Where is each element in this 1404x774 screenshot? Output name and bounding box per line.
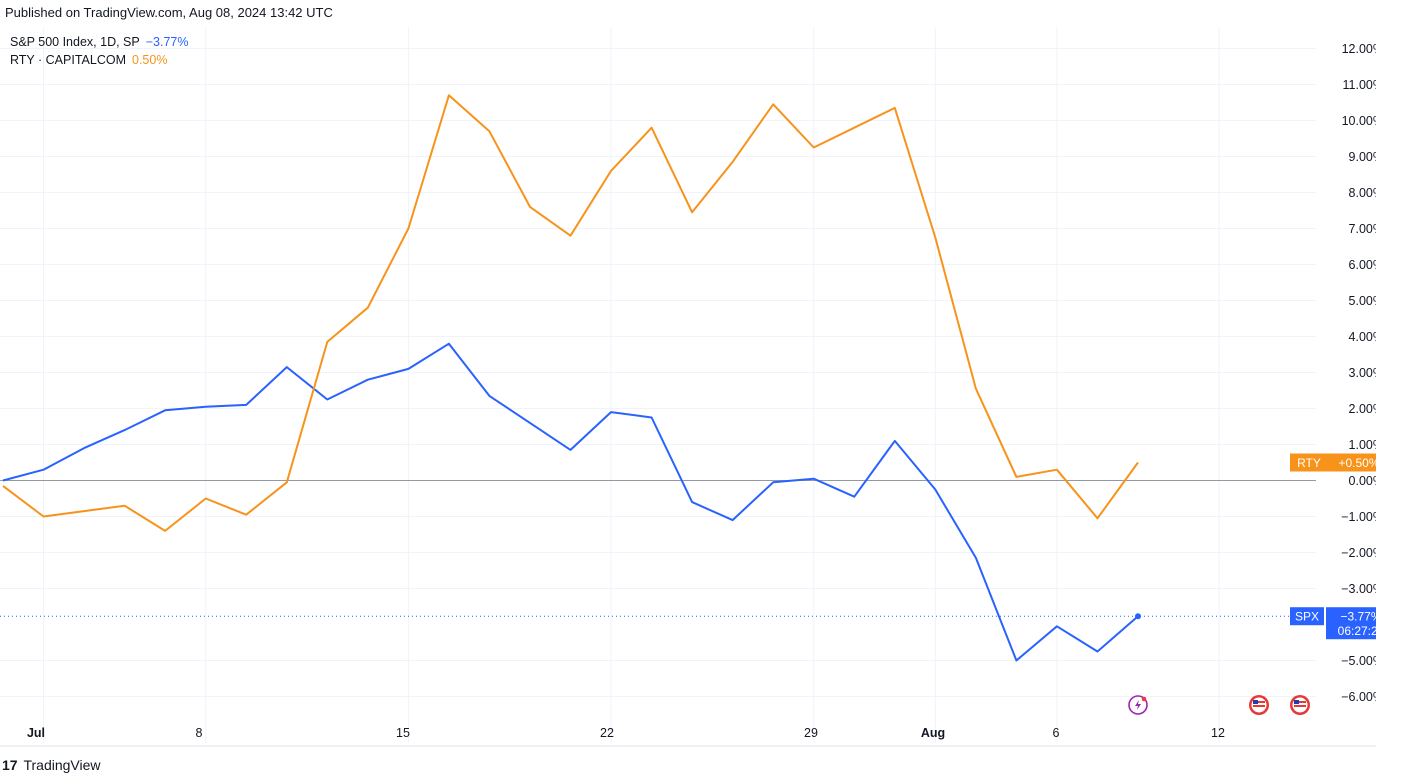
x-tick-label: 29 (804, 726, 818, 740)
x-tick-label: 6 (1053, 726, 1060, 740)
y-tick-label: 6.00% (1349, 258, 1376, 272)
y-tick-label: 3.00% (1349, 366, 1376, 380)
y-tick-label: −6.00% (1341, 690, 1376, 704)
price-badges: RTY +0.50% SPX −3.77%06:27:27 (1290, 453, 1376, 640)
legend-rty-value: 0.50% (132, 53, 168, 67)
spx-series (0, 342, 1316, 662)
y-tick-label: 7.00% (1349, 222, 1376, 236)
tradingview-footer[interactable]: 17 TradingView (2, 756, 101, 773)
spx-line (2, 342, 1139, 662)
rty-series (2, 94, 1139, 532)
chart-legend[interactable]: S&P 500 Index, 1D, SP −3.77% RTY · CAPITA… (10, 33, 188, 69)
spx-countdown-text: 06:27:27 (1338, 624, 1376, 638)
x-tick-label: 22 (600, 726, 614, 740)
legend-spx-value: −3.77% (145, 35, 189, 49)
y-tick-label: 0.00% (1349, 474, 1376, 488)
spx-value-badge (1326, 607, 1376, 640)
us-flag-icon[interactable] (1249, 695, 1269, 715)
x-tick-label: 12 (1211, 726, 1225, 740)
x-tick-label: Aug (921, 726, 945, 740)
chart-area[interactable]: 12.00% 11.00% 10.00% 9.00% 8.00% 7.00% 6.00% 5.… (0, 27, 1376, 747)
published-note: Published on TradingView.com, Aug 08, 20… (5, 5, 333, 20)
lightning-icon[interactable] (1128, 695, 1148, 715)
y-tick-label: 8.00% (1349, 186, 1376, 200)
legend-rty-label: RTY · CAPITALCOM (10, 53, 126, 67)
rty-value-badge (1330, 453, 1376, 472)
event-icons[interactable] (1128, 695, 1310, 715)
x-tick-label: 15 (396, 726, 410, 740)
rty-ticker-text: RTY (1297, 456, 1321, 470)
y-tick-label: 10.00% (1342, 114, 1376, 128)
y-tick-label: 9.00% (1349, 150, 1376, 164)
spx-value-text: −3.77% (1340, 610, 1376, 624)
legend-spx[interactable]: S&P 500 Index, 1D, SP −3.77% (10, 33, 188, 51)
y-tick-label: −2.00% (1341, 546, 1376, 560)
y-tick-label: 5.00% (1349, 294, 1376, 308)
y-tick-label: 4.00% (1349, 330, 1376, 344)
y-tick-label: 2.00% (1349, 402, 1376, 416)
rty-ticker-badge (1290, 453, 1330, 472)
y-axis[interactable]: 12.00% 11.00% 10.00% 9.00% 8.00% 7.00% 6.00% 5.… (1341, 42, 1376, 704)
y-tick-label: −3.00% (1341, 582, 1376, 596)
y-tick-label: 11.00% (1343, 78, 1376, 92)
x-tick-label: Jul (27, 726, 45, 740)
spx-ticker-text: SPX (1295, 610, 1319, 624)
legend-spx-label: S&P 500 Index, 1D, SP (10, 35, 140, 49)
y-tick-label: 1.00% (1349, 438, 1376, 452)
rty-value-text: +0.50% (1338, 456, 1376, 470)
rty-line (2, 94, 1139, 532)
x-axis[interactable]: Jul 8 15 22 29 Aug 6 12 (27, 726, 1225, 740)
us-flag-icon[interactable] (1290, 695, 1310, 715)
x-tick-label: 8 (196, 726, 203, 740)
y-tick-label: 12.00% (1342, 42, 1376, 56)
tradingview-logo: 17 (2, 757, 18, 774)
legend-rty[interactable]: RTY · CAPITALCOM 0.50% (10, 51, 188, 69)
y-tick-label: −5.00% (1341, 654, 1376, 668)
spx-ticker-badge (1290, 607, 1324, 626)
tradingview-brand: TradingView (23, 757, 101, 774)
grid-lines (0, 27, 1376, 747)
y-tick-label: −1.00% (1341, 510, 1376, 524)
spx-last-point (1135, 613, 1141, 620)
